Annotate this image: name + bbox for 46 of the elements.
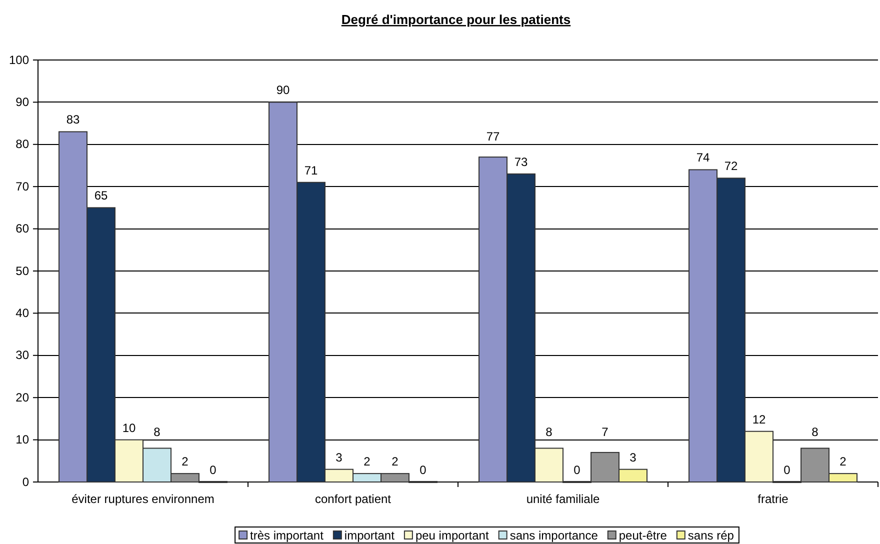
legend-label: important <box>344 528 396 542</box>
legend-label: sans rép <box>688 528 734 542</box>
y-tick-label: 0 <box>22 474 30 489</box>
y-tick-label: 60 <box>16 222 30 236</box>
chart-title: Degré d'importance pour les patients <box>341 12 571 27</box>
y-tick-label: 100 <box>8 52 30 67</box>
y-tick-label: 90 <box>16 95 30 110</box>
y-tick-label: 10 <box>16 432 30 447</box>
data-label: 2 <box>840 454 847 469</box>
data-label: 0 <box>420 463 427 477</box>
y-tick-label: 30 <box>16 348 30 362</box>
data-label: 2 <box>392 454 399 469</box>
data-label: 71 <box>304 163 318 178</box>
data-label: 73 <box>514 154 528 169</box>
legend-label: peu important <box>415 528 490 542</box>
data-label: 12 <box>752 412 766 426</box>
data-label: 0 <box>574 463 581 477</box>
data-label: 0 <box>210 463 217 477</box>
data-label: 7 <box>602 424 609 439</box>
data-label: 3 <box>630 450 637 464</box>
x-tick-label: confort patient <box>314 492 392 506</box>
legend-label: peut-être <box>618 528 668 542</box>
data-label: 8 <box>546 424 553 439</box>
y-tick-label: 50 <box>16 264 30 278</box>
data-label: 0 <box>784 463 791 477</box>
y-tick-label: 20 <box>16 390 30 404</box>
x-tick-label: unité familiale <box>526 492 600 506</box>
legend-label: très important <box>250 528 324 542</box>
data-label: 8 <box>154 424 161 439</box>
data-label: 72 <box>724 159 738 174</box>
data-label: 74 <box>696 150 710 165</box>
data-label: 77 <box>486 129 500 144</box>
data-label: 2 <box>364 454 371 469</box>
data-label: 65 <box>94 188 108 203</box>
data-label: 90 <box>276 83 290 98</box>
x-tick-label: fratrie <box>758 492 789 506</box>
legend-label: sans importance <box>510 528 598 542</box>
y-tick-label: 70 <box>16 179 30 194</box>
data-label: 2 <box>182 454 189 469</box>
y-tick-label: 80 <box>16 137 30 152</box>
y-tick-label: 40 <box>16 306 30 320</box>
x-tick-label: éviter ruptures environnem <box>72 492 214 506</box>
data-label: 8 <box>812 424 819 439</box>
data-label: 3 <box>336 450 343 464</box>
data-label: 83 <box>66 112 80 127</box>
data-label: 10 <box>122 420 136 435</box>
